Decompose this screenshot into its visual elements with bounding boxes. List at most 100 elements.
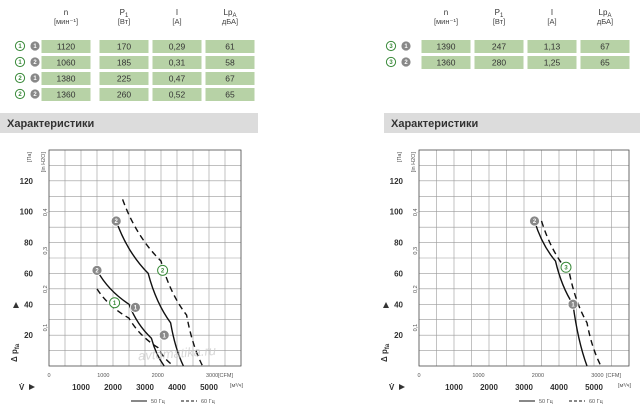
header-lpa: LpA	[224, 8, 237, 19]
y-axis-title: Δ pfa	[380, 343, 391, 362]
curve-marker	[110, 215, 122, 227]
header-i-unit: [A]	[172, 17, 181, 26]
curve-marker	[129, 301, 141, 313]
left-spec-table: n [мин⁻¹] P1 [Вт] I [A] LpA дБА] 1 1 1120 1…	[14, 8, 255, 101]
table-cell: 1360	[57, 90, 76, 100]
table-cell-bg	[421, 56, 471, 69]
table-cell: 0,31	[169, 58, 186, 68]
series-line	[540, 220, 602, 367]
x-tick-label: 2000	[480, 383, 498, 392]
x-tick-label: 5000	[200, 383, 218, 392]
plot-frame	[418, 149, 630, 367]
x-tick-label: 1000	[445, 383, 463, 392]
y2-tick-label: 0,2	[413, 285, 419, 293]
header-i: I	[551, 8, 553, 17]
legend-label: 60 Гц	[201, 399, 216, 405]
table-row: 1 1 1120 170 0,29 61	[14, 40, 255, 53]
table-cell: 1060	[57, 58, 76, 68]
table-cell: 185	[117, 58, 131, 68]
header-lpa-unit: дБА]	[222, 17, 238, 26]
y-unit-label: [Па]	[397, 152, 403, 163]
x-tick-label: 2000	[104, 383, 122, 392]
series-line	[115, 220, 185, 367]
table-cell: 1390	[437, 42, 456, 52]
curve-marker-label: 2	[95, 269, 99, 275]
table-cell-bg	[99, 56, 149, 69]
row-marker-outline	[14, 56, 26, 68]
row-marker-filled	[30, 73, 40, 83]
y-tick-label: 40	[24, 300, 33, 309]
x-tick-label: 4000	[168, 383, 186, 392]
table-cell-bg	[205, 56, 255, 69]
x-tick-label: 3000	[515, 383, 533, 392]
row-marker-outline	[14, 88, 26, 100]
table-cell-bg	[152, 40, 202, 53]
x-tick-label: 1000	[72, 383, 90, 392]
table-cell: 61	[225, 42, 235, 52]
table-cell: 247	[492, 42, 506, 52]
row-marker-label: 1	[18, 44, 22, 50]
y-tick-label: 20	[394, 331, 403, 340]
row-marker-label: 3	[389, 60, 393, 66]
table-cell-bg	[99, 88, 149, 101]
table-cell: 58	[225, 58, 235, 68]
curve-marker-outline	[157, 264, 169, 276]
row-marker-label: 2	[33, 60, 37, 66]
curve-marker-label: 2	[115, 219, 119, 225]
row-marker-outline	[14, 40, 26, 52]
section-title: Характеристики	[391, 118, 478, 130]
cfm-tick-label: 2000	[152, 373, 164, 379]
table-cell-bg	[421, 40, 471, 53]
row-marker-label: 2	[404, 60, 408, 66]
row-marker-filled	[30, 57, 40, 67]
right-spec-table: n [мин⁻¹] P1 [Вт] I [A] LpA дБА] 3 1 1390 2…	[385, 8, 630, 69]
curve-marker-label: 1	[163, 333, 167, 339]
table-cell-bg	[205, 72, 255, 85]
y2-unit-label: [in H2O]	[41, 152, 47, 173]
table-row: 1 2 1060 185 0,31 58	[14, 56, 255, 69]
y-tick-label: 20	[24, 331, 33, 340]
x-axis-arrow-icon	[29, 384, 35, 390]
table-row: 2 1 1380 225 0,47 67	[14, 72, 255, 85]
header-n-unit: [мин⁻¹]	[434, 17, 458, 26]
y2-tick-label: 0,1	[43, 324, 49, 332]
series-line	[533, 220, 588, 367]
x-axis-title: V̇	[389, 383, 395, 392]
left-table-header: n [мин⁻¹] P1 [Вт] I [A] LpA дБА]	[54, 8, 238, 26]
row-marker-outline	[14, 72, 26, 84]
plot-frame	[48, 149, 242, 367]
right-table-rows: 3 1 1390 247 1,13 67 3 2 1360 280 1,25 65	[385, 40, 630, 69]
table-cell-bg	[41, 56, 91, 69]
curve-marker-label: 1	[134, 306, 138, 312]
row-marker-label: 2	[18, 76, 22, 82]
x-axis-arrow-icon	[399, 384, 405, 390]
table-cell: 65	[225, 90, 235, 100]
row-marker-label: 1	[404, 44, 408, 50]
series-line	[96, 270, 165, 367]
table-cell: 1,25	[544, 58, 561, 68]
y-tick-label: 120	[390, 177, 404, 186]
cfm-tick-label: 0	[47, 373, 50, 379]
y-axis-arrow-icon	[13, 302, 19, 308]
header-lpa-unit: дБА]	[597, 17, 613, 26]
y-axis-arrow-icon	[383, 302, 389, 308]
cfm-unit-label: [CFM]	[606, 373, 621, 379]
table-cell-bg	[205, 40, 255, 53]
table-cell: 0,29	[169, 42, 186, 52]
y-tick-label: 80	[394, 239, 403, 248]
row-marker-filled	[30, 89, 40, 99]
curve-marker	[158, 329, 170, 341]
y-tick-label: 60	[24, 269, 33, 278]
x-tick-label: 5000	[585, 383, 603, 392]
legend-label: 50 Гц	[151, 399, 166, 405]
header-p1: P1	[120, 8, 129, 19]
table-cell-bg	[152, 88, 202, 101]
table-cell-bg	[152, 72, 202, 85]
row-marker-label: 3	[389, 44, 393, 50]
left-table-rows: 1 1 1120 170 0,29 61 1 2 1060 185 0,31 58 2 1 1380 225 0…	[14, 40, 255, 101]
y-axis-title-sub: fa	[385, 343, 391, 349]
header-p1-unit: [Вт]	[493, 17, 505, 26]
chart-grid	[418, 149, 630, 367]
